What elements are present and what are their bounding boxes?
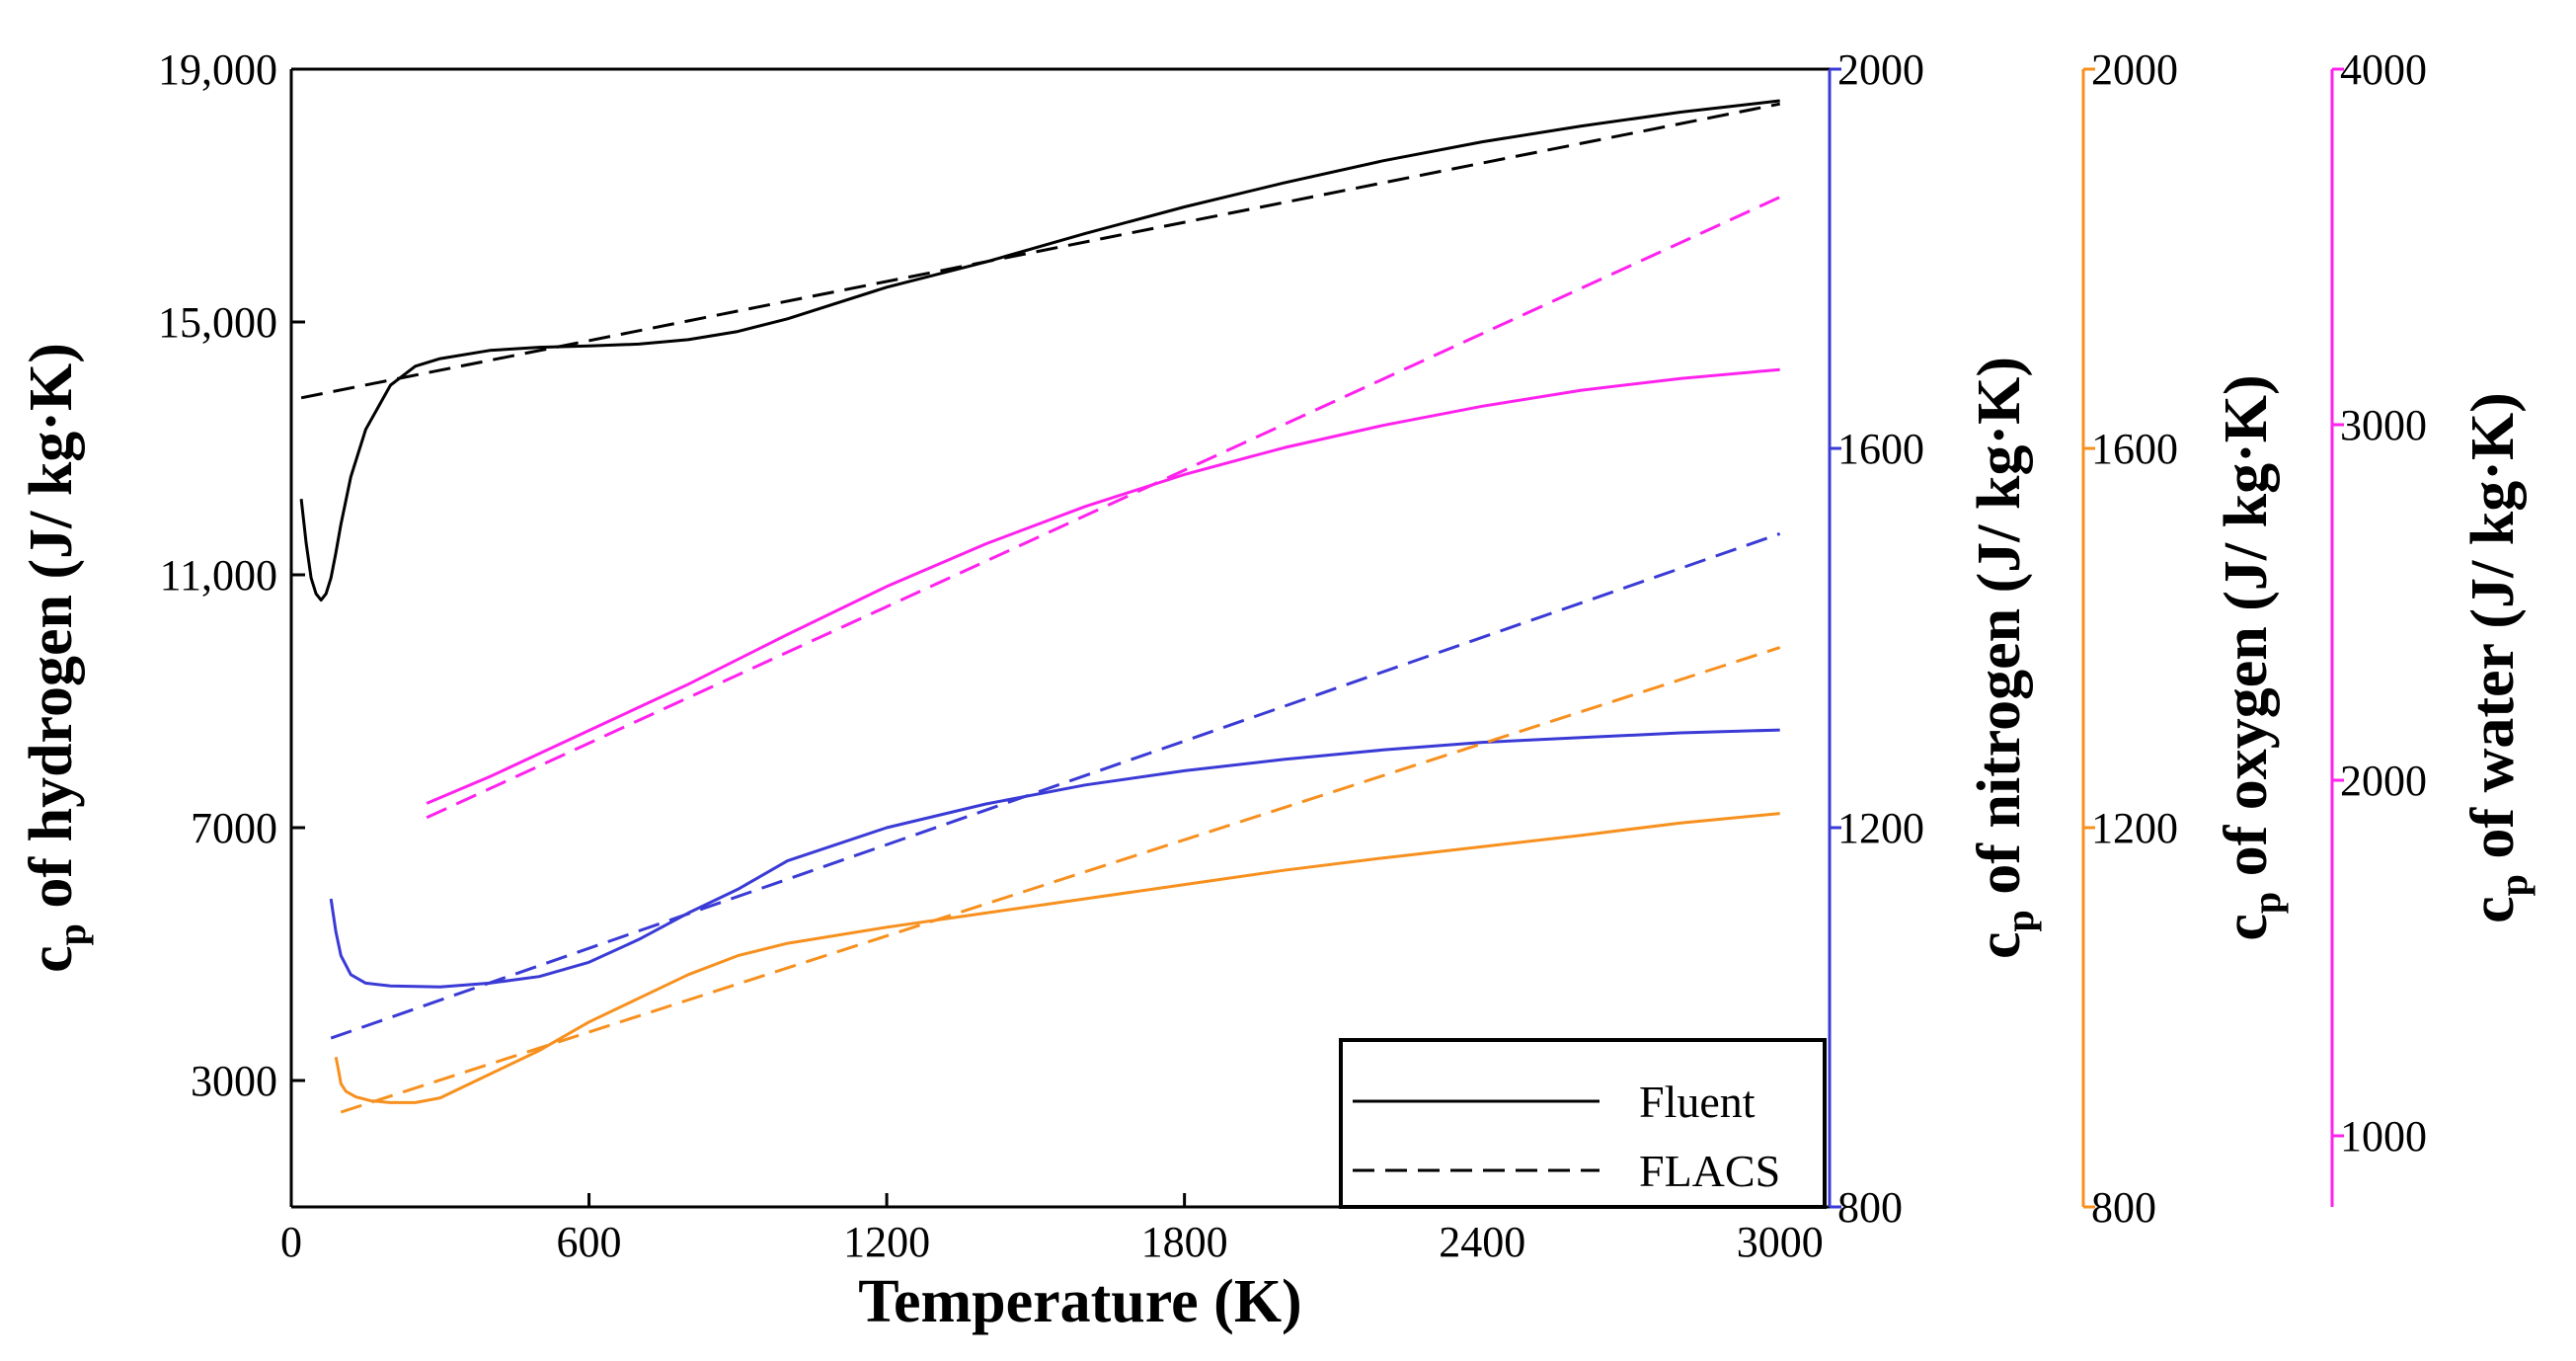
- series-layer: [299, 99, 1781, 1114]
- series-line-water-fluent: [426, 367, 1780, 805]
- series-line-nitrogen-flacs: [330, 531, 1781, 1040]
- y-tick-label-hydrogen: 19,000: [158, 45, 277, 94]
- y-axis-title-hydrogen: cp of hydrogen (J/ kg·K): [18, 343, 94, 973]
- y-tick-label-nitrogen: 2000: [1837, 45, 1924, 94]
- y-tick-label-hydrogen: 15,000: [158, 298, 277, 347]
- x-tick-label: 0: [280, 1218, 302, 1266]
- series-line-hydrogen-flacs: [300, 102, 1780, 400]
- legend-label-flacs: FLACS: [1639, 1146, 1780, 1196]
- x-tick-label: 3000: [1737, 1218, 1824, 1266]
- legend: Fluent FLACS: [1339, 1038, 1827, 1209]
- y-tick-label-oxygen: 1200: [2091, 804, 2178, 852]
- x-tick-label: 1200: [843, 1218, 930, 1266]
- y-tick-label-nitrogen: 1600: [1837, 425, 1924, 473]
- y-tick-label-oxygen: 800: [2091, 1183, 2156, 1232]
- y-tick-label-water: 2000: [2340, 757, 2427, 805]
- axes-layer: 0 600 1200 1800 2400 3000 Temperature (K) 3000 7…: [18, 45, 2536, 1335]
- y-tick-label-water: 3000: [2340, 401, 2427, 449]
- y-tick-label-nitrogen: 1200: [1837, 804, 1924, 852]
- y-tick-label-nitrogen: 800: [1837, 1183, 1903, 1232]
- y-axis-title-oxygen: cp of oxygen (J/ kg·K): [2213, 374, 2289, 940]
- x-tick-label: 600: [557, 1218, 622, 1266]
- y-tick-label-hydrogen: 3000: [191, 1057, 277, 1105]
- y-tick-label-oxygen: 2000: [2091, 45, 2178, 94]
- x-axis-title: Temperature (K): [858, 1268, 1301, 1335]
- series-line-oxygen-fluent: [334, 812, 1780, 1104]
- legend-label-fluent: Fluent: [1639, 1077, 1756, 1127]
- y-tick-label-hydrogen: 11,000: [160, 551, 277, 600]
- y-tick-label-water: 1000: [2340, 1112, 2427, 1161]
- series-line-water-flacs: [426, 196, 1781, 820]
- y-axis-title-nitrogen: cp of nitrogen (J/ kg·K): [1966, 357, 2042, 959]
- series-line-nitrogen-fluent: [329, 728, 1780, 989]
- y-tick-label-water: 4000: [2340, 45, 2427, 94]
- x-tick-label: 2400: [1439, 1218, 1525, 1266]
- y-axis-title-water: cp of water (J/ kg·K): [2459, 392, 2536, 923]
- legend-box: [1339, 1038, 1827, 1209]
- y-tick-label-hydrogen: 7000: [191, 804, 277, 852]
- series-line-oxygen-flacs: [340, 646, 1781, 1114]
- x-tick-label: 1800: [1141, 1218, 1228, 1266]
- series-line-hydrogen-fluent: [299, 99, 1780, 602]
- y-tick-label-oxygen: 1600: [2091, 425, 2178, 473]
